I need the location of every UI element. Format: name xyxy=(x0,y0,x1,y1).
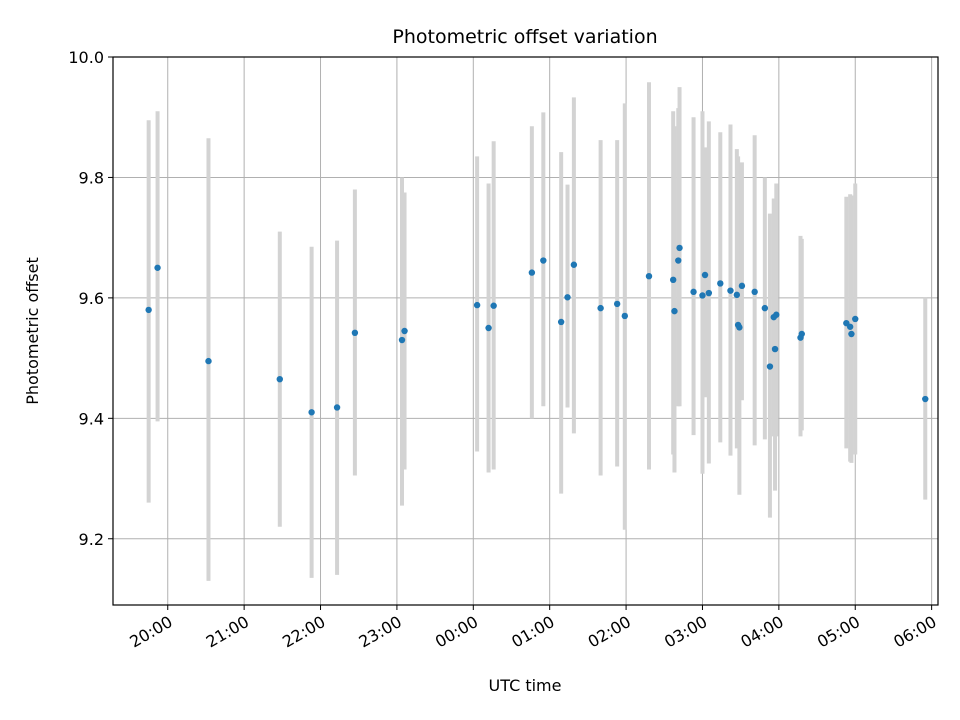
data-point xyxy=(846,323,854,330)
data-point xyxy=(621,312,629,320)
chart-title: Photometric offset variation xyxy=(392,26,657,48)
data-point xyxy=(564,294,571,301)
data-point xyxy=(276,375,283,383)
data-point xyxy=(848,330,855,338)
data-point xyxy=(701,271,709,279)
data-point xyxy=(852,315,859,323)
plot-frame xyxy=(112,56,939,606)
data-point xyxy=(613,300,621,308)
data-point xyxy=(351,329,359,337)
y-tick-label: 9.6 xyxy=(79,289,104,308)
data-point xyxy=(798,330,805,338)
data-point xyxy=(145,306,152,314)
data-point xyxy=(690,288,697,296)
data-point xyxy=(675,257,682,264)
data-point xyxy=(773,311,780,318)
data-point xyxy=(528,269,536,276)
data-points xyxy=(145,244,929,416)
data-point xyxy=(308,409,315,416)
data-point xyxy=(485,324,492,332)
data-point xyxy=(597,304,604,312)
data-point xyxy=(398,336,406,344)
data-point xyxy=(922,395,929,403)
data-point xyxy=(401,327,408,335)
data-point xyxy=(727,287,734,294)
data-point xyxy=(761,304,769,312)
data-point xyxy=(676,244,683,252)
data-point xyxy=(751,288,758,296)
y-tick-label: 9.8 xyxy=(79,168,104,187)
data-point xyxy=(771,345,779,353)
data-point xyxy=(736,324,743,331)
data-point xyxy=(705,289,713,297)
data-point xyxy=(738,282,746,290)
data-point xyxy=(570,261,578,268)
y-tick-label: 10.0 xyxy=(68,48,104,67)
data-point xyxy=(645,273,653,280)
data-point xyxy=(699,292,706,299)
y-tick-label: 9.4 xyxy=(79,409,104,428)
data-point xyxy=(154,264,161,271)
data-point xyxy=(669,276,677,284)
data-point xyxy=(671,307,678,315)
data-point xyxy=(717,280,724,287)
y-tick-label: 9.2 xyxy=(79,530,104,549)
x-axis-label: UTC time xyxy=(489,676,562,695)
y-axis-label: Photometric offset xyxy=(23,257,42,405)
data-point xyxy=(733,291,741,299)
data-point xyxy=(766,363,774,370)
data-point xyxy=(557,318,565,326)
data-point xyxy=(473,301,481,309)
data-point xyxy=(540,257,547,264)
data-point xyxy=(490,302,497,309)
data-point xyxy=(205,357,212,365)
data-point xyxy=(333,404,341,411)
